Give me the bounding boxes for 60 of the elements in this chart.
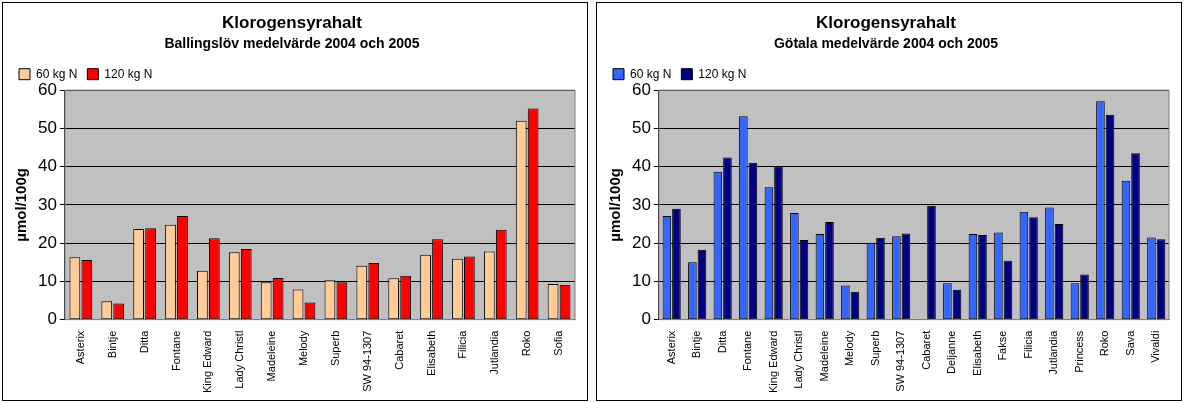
y-tick-label: 50 [37,118,57,138]
x-tick-label: Filicia [1021,329,1034,359]
x-tick-label: Cabaret [919,330,932,370]
legend-label: 120 kg N [104,66,153,81]
x-tick-label: Fakse [996,330,1009,361]
x-tick-label: Bintje [105,330,118,359]
x-tick-label: Cabaret [392,330,405,370]
y-tick-label: 60 [631,79,651,99]
x-tick-label: Ditta [137,329,150,354]
y-tick-label: 20 [37,232,57,252]
x-tick-label: Deljanne [945,330,958,375]
x-tick-label: Madeleine [265,330,278,382]
y-axis-title: µmol/100g [12,168,30,242]
x-tick-label: Asterix [664,330,677,365]
legend-label: 60 kg N [630,66,672,81]
x-tick-label: Lady Christl [233,330,246,389]
y-tick-label: 30 [631,194,651,214]
x-tick-label: Filicia [456,329,469,359]
x-tick-label: Fontane [169,330,182,372]
chart-subtitle: Götala medelvärde 2004 och 2005 [773,34,999,51]
y-tick-label: 10 [631,271,651,291]
x-tick-label: Melody [297,330,310,367]
legend-label: 120 kg N [698,66,747,81]
y-tick-label: 10 [37,271,57,291]
y-tick-label: 0 [47,309,57,329]
x-tick-label: Jutlandia [1047,329,1060,375]
legend-label: 60 kg N [36,66,78,81]
x-tick-label: Bintje [690,330,703,359]
x-tick-label: SW 94-1307 [360,330,373,392]
y-tick-label: 60 [37,79,57,99]
x-tick-label: Ditta [715,329,728,354]
y-tick-label: 0 [641,309,651,329]
y-tick-label: 20 [631,232,651,252]
y-axis-title: µmol/100g [606,168,624,242]
y-tick-label: 50 [631,118,651,138]
x-tick-label: Superb [868,330,881,367]
y-tick-label: 40 [37,156,57,176]
x-tick-label: King Edward [766,330,779,394]
x-tick-label: Melody [843,330,856,367]
x-tick-label: Roko [520,330,533,357]
x-tick-label: Jutlandia [488,329,501,375]
x-tick-label: Sava [1123,329,1136,356]
x-tick-label: Roko [1098,330,1111,357]
x-tick-label: Elisabeth [970,330,983,376]
x-tick-label: Lady Christl [792,330,805,389]
x-tick-label: Superb [328,330,341,367]
x-tick-label: King Edward [201,330,214,394]
x-tick-label: Fontane [741,330,754,372]
x-tick-label: SW 94-1307 [894,330,907,392]
chart-title: Klorogensyrahalt [222,12,363,32]
x-tick-label: Elisabeth [424,330,437,376]
chart-subtitle: Ballingslöv medelvärde 2004 och 2005 [164,34,420,51]
chart-title: Klorogensyrahalt [816,12,957,32]
x-tick-label: Princess [1072,330,1085,373]
y-tick-label: 40 [631,156,651,176]
x-tick-label: Madeleine [817,330,830,382]
x-tick-label: Asterix [73,330,86,365]
y-tick-label: 30 [37,194,57,214]
x-tick-label: Sofia [552,329,565,356]
x-tick-label: Vivaldi [1149,330,1162,363]
